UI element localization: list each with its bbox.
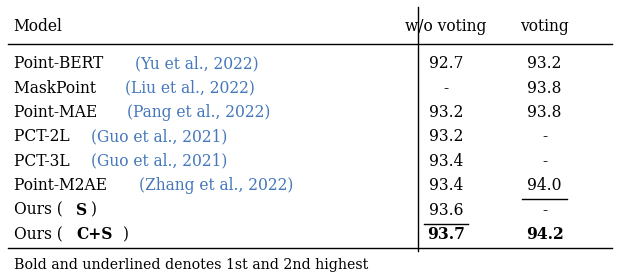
Text: (Liu et al., 2022): (Liu et al., 2022) <box>125 80 255 97</box>
Text: 92.7: 92.7 <box>428 55 463 72</box>
Text: 93.4: 93.4 <box>428 177 463 194</box>
Text: Point-M2AE: Point-M2AE <box>14 177 112 194</box>
Text: Ours (: Ours ( <box>14 226 63 243</box>
Text: PCT-3L: PCT-3L <box>14 153 74 170</box>
Text: 93.6: 93.6 <box>428 202 463 219</box>
Text: Ours (: Ours ( <box>14 202 63 219</box>
Text: w/o voting: w/o voting <box>405 18 487 35</box>
Text: PCT-2L: PCT-2L <box>14 129 74 145</box>
Text: voting: voting <box>520 18 569 35</box>
Text: 93.8: 93.8 <box>528 80 562 97</box>
Text: -: - <box>542 129 547 145</box>
Text: (Pang et al., 2022): (Pang et al., 2022) <box>127 104 270 121</box>
Text: (Zhang et al., 2022): (Zhang et al., 2022) <box>140 177 294 194</box>
Text: -: - <box>542 202 547 219</box>
Text: 93.2: 93.2 <box>528 55 562 72</box>
Text: S: S <box>76 202 87 219</box>
Text: 93.2: 93.2 <box>428 129 463 145</box>
Text: Bold and underlined denotes 1st and 2nd highest: Bold and underlined denotes 1st and 2nd … <box>14 258 368 272</box>
Text: C+S: C+S <box>76 226 113 243</box>
Text: (Guo et al., 2021): (Guo et al., 2021) <box>91 129 228 145</box>
Text: 94.0: 94.0 <box>527 177 562 194</box>
Text: ): ) <box>123 226 129 243</box>
Text: (Yu et al., 2022): (Yu et al., 2022) <box>135 55 259 72</box>
Text: Point-MAE: Point-MAE <box>14 104 102 121</box>
Text: ): ) <box>91 202 97 219</box>
Text: -: - <box>542 153 547 170</box>
Text: (Guo et al., 2021): (Guo et al., 2021) <box>91 153 228 170</box>
Text: 93.2: 93.2 <box>428 104 463 121</box>
Text: Model: Model <box>14 18 63 35</box>
Text: 93.7: 93.7 <box>427 226 465 243</box>
Text: 94.2: 94.2 <box>526 226 564 243</box>
Text: Point-BERT: Point-BERT <box>14 55 108 72</box>
Text: MaskPoint: MaskPoint <box>14 80 100 97</box>
Text: 93.4: 93.4 <box>428 153 463 170</box>
Text: -: - <box>443 80 448 97</box>
Text: 93.8: 93.8 <box>528 104 562 121</box>
